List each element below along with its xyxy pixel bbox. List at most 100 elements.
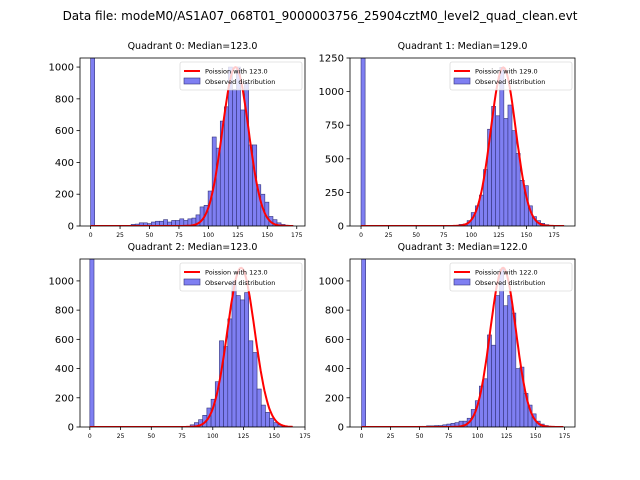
legend-box	[179, 262, 303, 292]
y-tick-label: 600	[55, 335, 74, 346]
x-tick-label: 125	[232, 232, 244, 239]
axes-frame	[79, 57, 306, 227]
y-tick-label: 800	[325, 306, 344, 317]
legend: Poission with 129.0 Observed distribution	[449, 61, 573, 91]
histogram-bar	[219, 340, 224, 427]
x-tick-label: 25	[385, 232, 393, 239]
y-tick-label: 600	[325, 335, 344, 346]
subplot-title: Quadrant 1: Median=129.0	[398, 41, 528, 52]
legend-label-poisson: Poission with 122.0	[475, 269, 538, 277]
y-tick-label: 200	[55, 190, 74, 201]
histogram-bar	[495, 295, 500, 427]
x-tick-label: 100	[203, 232, 215, 239]
histogram-bar	[507, 104, 513, 226]
y-tick-label: 1000	[49, 276, 74, 287]
axes-frame	[79, 258, 306, 428]
x-tick-label: 25	[387, 433, 395, 440]
legend-box	[179, 61, 303, 91]
y-tick-label: 800	[55, 306, 74, 317]
y-tick-label: 750	[325, 121, 344, 132]
histogram-bar	[252, 352, 258, 427]
histogram-bar	[232, 89, 237, 226]
x-tick-label: 175	[299, 433, 311, 440]
histogram-bar	[256, 388, 262, 427]
y-tick-label: 250	[325, 188, 344, 199]
histogram-bar	[503, 305, 509, 427]
histogram-bar	[360, 58, 366, 226]
x-tick-label: 175	[291, 232, 303, 239]
x-tick-label: 50	[416, 433, 424, 440]
histogram-bar	[248, 340, 254, 427]
y-tick-label: 400	[325, 364, 344, 375]
x-tick-label: 150	[530, 433, 542, 440]
histogram-bar	[90, 58, 95, 226]
x-tick-label: 175	[548, 232, 560, 239]
histogram-bar	[503, 118, 509, 226]
histogram-bar	[236, 66, 241, 226]
subplot-quadrant-0: Quadrant 0: Median=123.0 0 25 50 75 100 125 150…	[49, 41, 306, 239]
x-tick-label: 125	[501, 433, 513, 440]
x-tick-label: 125	[238, 433, 250, 440]
histogram-bar	[361, 259, 366, 427]
x-tick-label: 25	[116, 232, 124, 239]
histogram-bar	[260, 404, 266, 427]
legend-patch-swatch	[453, 278, 471, 286]
legend: Poission with 122.0 Observed distribution	[449, 262, 573, 292]
x-tick-label: 0	[88, 433, 92, 440]
y-tick-label: 1250	[319, 54, 344, 65]
histogram-bar	[240, 299, 245, 427]
x-tick-label: 75	[178, 433, 186, 440]
histogram-bar	[507, 295, 513, 427]
y-tick-label: 200	[325, 393, 344, 404]
y-tick-label: 500	[325, 154, 344, 165]
x-tick-label: 175	[559, 433, 571, 440]
x-tick-label: 100	[466, 232, 478, 239]
legend-patch-swatch	[183, 77, 201, 85]
x-tick-label: 100	[472, 433, 484, 440]
y-tick-label: 0	[338, 423, 344, 434]
histogram-bar	[495, 115, 501, 226]
x-tick-label: 50	[146, 232, 154, 239]
histogram-bar	[499, 268, 504, 427]
histogram-bar	[235, 295, 241, 427]
poisson-curve	[361, 66, 564, 226]
legend-label-poisson: Poission with 123.0	[205, 68, 268, 76]
legend-box	[449, 61, 573, 91]
subplot-title: Quadrant 0: Median=123.0	[128, 41, 258, 52]
histogram-bar	[227, 318, 233, 427]
legend-label-observed: Observed distribution	[475, 78, 545, 86]
plot-area	[89, 259, 293, 427]
histogram-bar	[499, 67, 505, 226]
plot-area	[90, 58, 294, 226]
x-tick-label: 150	[521, 232, 533, 239]
histogram-bar	[511, 130, 517, 226]
subplot-title: Quadrant 2: Median=123.0	[128, 242, 258, 253]
legend-patch-swatch	[183, 278, 201, 286]
subplot-quadrant-1: Quadrant 1: Median=129.0 0 25 50 75 100 125 150…	[319, 41, 576, 239]
legend-patch-swatch	[453, 77, 471, 85]
plot-area	[361, 259, 564, 427]
histogram-bar	[244, 292, 249, 427]
histogram-bar	[515, 368, 521, 427]
y-tick-label: 600	[55, 126, 74, 137]
axes-frame	[349, 258, 576, 428]
axes-frame	[349, 57, 576, 227]
y-tick-label: 1000	[319, 87, 344, 98]
histogram-bar	[89, 259, 95, 427]
y-tick-label: 400	[55, 158, 74, 169]
plot-area	[360, 58, 566, 226]
subplot-title: Quadrant 3: Median=122.0	[398, 242, 528, 253]
legend-label-poisson: Poission with 129.0	[475, 68, 538, 76]
legend-label-observed: Observed distribution	[205, 78, 275, 86]
y-tick-label: 0	[68, 423, 74, 434]
y-tick-label: 0	[338, 222, 344, 233]
x-tick-label: 75	[175, 232, 183, 239]
y-tick-label: 200	[55, 393, 74, 404]
y-tick-label: 800	[55, 94, 74, 105]
histogram-bar	[179, 218, 185, 226]
subplot-quadrant-2: Quadrant 2: Median=123.0 0 25 50 75 100 125 150…	[49, 242, 311, 440]
x-tick-label: 50	[147, 433, 155, 440]
legend-box	[449, 262, 573, 292]
x-tick-label: 150	[269, 433, 281, 440]
